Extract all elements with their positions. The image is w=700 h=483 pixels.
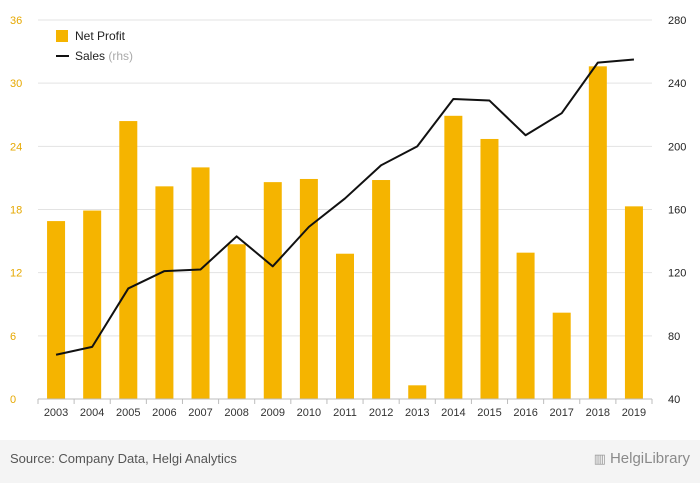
net-profit-bar [191,167,210,399]
x-tick-label: 2003 [44,407,68,419]
y-right-tick-label: 200 [668,141,686,153]
y-left-tick-label: 6 [10,331,16,343]
x-tick-label: 2016 [513,407,537,419]
net-profit-bars [47,66,643,400]
x-tick-label: 2006 [152,407,176,419]
gridlines [38,19,652,337]
legend-label-sales: Sales (rhs) [75,49,133,63]
helgi-logo-icon: ▥ [593,451,606,466]
net-profit-bar [444,115,463,399]
net-profit-bar [47,221,66,399]
net-profit-bar [83,210,102,399]
net-profit-bar [299,178,318,399]
y-right-tick-label: 40 [668,394,680,406]
net-profit-bar [624,206,643,399]
y-right-tick-label: 120 [668,268,686,280]
x-tick-label: 2005 [116,407,140,419]
net-profit-bar [227,244,246,399]
x-tick-label: 2012 [369,407,393,419]
source-note: Source: Company Data, Helgi Analytics [10,451,237,466]
legend: Net Profit Sales (rhs) [56,29,133,63]
net-profit-bar [372,180,391,399]
net-profit-bar [119,121,138,400]
x-tick-label: 2015 [477,407,501,419]
axes: 0 6 12 18 24 30 36 40 80 120 160 200 240 280 2003 2004 2… [10,15,686,419]
y-right-tick-label: 280 [668,15,686,27]
y-right-tick-label: 160 [668,205,686,217]
y-left-tick-label: 12 [10,268,22,280]
net-profit-bar [552,312,571,399]
y-left-tick-label: 30 [10,78,22,90]
y-left-tick-label: 36 [10,15,22,27]
brand-logo: ▥ HelgiLibrary [594,450,690,467]
x-tick-label: 2017 [549,407,573,419]
y-right-tick-label: 80 [668,331,680,343]
x-tick-label: 2018 [586,407,610,419]
chart: 0 6 12 18 24 30 36 40 80 120 160 200 240 280 2003 2004 2… [10,15,686,419]
x-tick-label: 2010 [297,407,321,419]
x-tick-label: 2004 [80,407,104,419]
x-tick-label: 2008 [224,407,248,419]
net-profit-bar [263,182,282,399]
net-profit-bar [336,253,354,399]
net-profit-bar [408,385,427,399]
sales-line-series [55,58,635,356]
x-tick-label: 2011 [333,407,357,419]
x-tick-label: 2014 [441,407,465,419]
x-tick-label: 2013 [405,407,429,419]
x-tick-label: 2009 [261,407,285,419]
footer: Source: Company Data, Helgi Analytics ▥ H… [0,440,700,483]
x-tick-label: 2007 [188,407,212,419]
y-right-tick-label: 240 [668,78,686,90]
net-profit-bar [516,252,535,399]
legend-suffix-rhs: (rhs) [108,49,133,63]
y-left-tick-label: 24 [10,141,22,153]
net-profit-bar [588,66,607,400]
y-left-tick-label: 18 [10,205,22,217]
sales-line [55,58,635,356]
x-tick-label: 2019 [622,407,646,419]
net-profit-bar [480,138,499,400]
net-profit-bar [155,186,174,399]
brand-name: HelgiLibrary [609,450,690,467]
legend-swatch-net-profit [56,30,68,42]
y-left-tick-label: 0 [10,394,16,406]
legend-label-net-profit: Net Profit [75,29,126,43]
